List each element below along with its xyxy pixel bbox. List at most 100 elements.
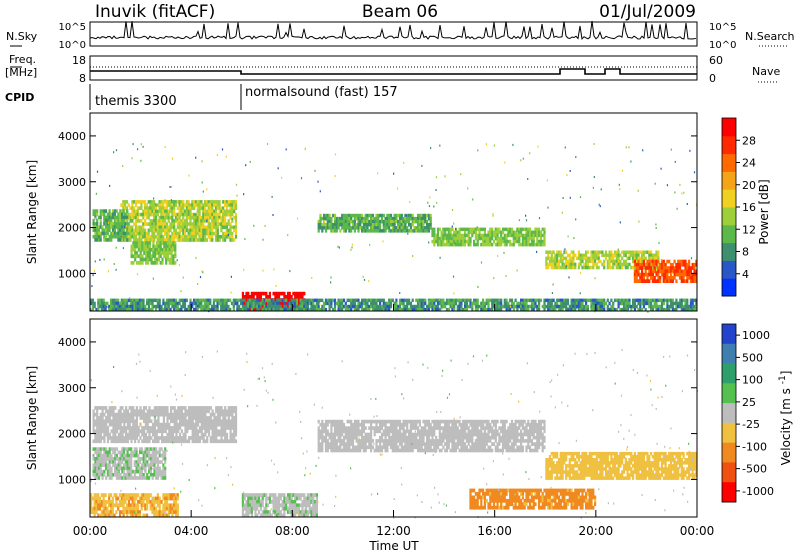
velocity-cell (150, 409, 153, 414)
power-scatter-cell (137, 238, 139, 241)
power-cell (162, 307, 165, 312)
power-cell (579, 298, 582, 303)
velocity-cell (157, 412, 160, 417)
velocity-cell (227, 412, 230, 417)
power-cell (592, 304, 595, 309)
power-scatter-cell (650, 308, 652, 311)
power-cell (265, 304, 268, 309)
power-cell (245, 304, 248, 309)
power-cell (140, 298, 143, 303)
power-cell (225, 304, 228, 309)
power-cell (184, 212, 187, 217)
power-cell (362, 216, 365, 221)
velocity-cell (341, 442, 344, 446)
power-cell (603, 262, 606, 267)
power-cell (491, 298, 494, 303)
power-cell (136, 219, 139, 223)
power-cell (214, 228, 218, 233)
power-cell (691, 304, 694, 309)
power-cell (131, 228, 134, 233)
power-cell (200, 222, 203, 226)
power-cell (135, 301, 138, 306)
power-cell (642, 279, 645, 283)
velocity-cell (96, 447, 99, 451)
velocity-cell (348, 445, 351, 450)
power-cell (216, 304, 219, 309)
velocity-cell (110, 457, 113, 461)
velocity-cell (137, 460, 140, 464)
power-cell (169, 235, 172, 239)
power-cell (222, 235, 225, 239)
power-cell (364, 226, 367, 230)
power-cell (94, 234, 97, 239)
velocity-cell (135, 416, 138, 420)
power-cell (100, 304, 103, 309)
velocity-cell (125, 429, 128, 434)
power-cell (530, 307, 533, 312)
power-cell (337, 301, 340, 306)
power-cell (671, 307, 674, 312)
power-cell (668, 304, 671, 309)
power-scatter-cell (96, 170, 99, 173)
power-cell (581, 259, 584, 264)
power-cell (371, 226, 374, 230)
velocity-cell (108, 450, 111, 455)
power-cell (563, 298, 566, 303)
velocity-cell (224, 432, 227, 437)
power-cell (695, 276, 698, 280)
power-cell (688, 307, 691, 312)
velocity-cell (133, 447, 136, 451)
velocity-cell (164, 426, 167, 430)
power-cell (162, 200, 165, 204)
power-cell (103, 234, 106, 239)
velocity-cell (144, 476, 147, 480)
power-cell (395, 229, 398, 233)
power-cell (122, 238, 125, 242)
power-cell (140, 235, 143, 239)
power-cell (233, 238, 236, 242)
power-cell (127, 228, 130, 233)
velocity-cell (160, 476, 163, 480)
velocity-cell (119, 450, 122, 455)
power-cell (449, 227, 452, 232)
velocity-cell (112, 422, 115, 427)
power-cell (635, 269, 638, 274)
power-scatter-cell (317, 180, 319, 183)
velocity-cell (348, 426, 351, 430)
velocity-cell (130, 476, 133, 480)
power-scatter-cell (453, 222, 455, 225)
power-cell (442, 298, 445, 303)
power-cell (178, 203, 181, 207)
power-cell (231, 200, 234, 204)
power-cell (389, 229, 393, 233)
power-cell (126, 304, 129, 309)
velocity-cell (335, 419, 338, 424)
power-cell (650, 269, 653, 274)
power-cell (398, 298, 402, 303)
power-cell (408, 307, 411, 312)
velocity-cell (141, 412, 144, 417)
velocity-cell (323, 423, 326, 427)
velocity-cell (142, 473, 145, 477)
power-cell (134, 244, 137, 249)
power-cell (131, 304, 134, 309)
power-cell (469, 301, 472, 306)
power-cell (529, 227, 532, 232)
power-cell (220, 219, 223, 223)
power-cell (212, 301, 215, 306)
power-cell (397, 226, 400, 230)
power-cell (103, 218, 106, 223)
power-cell (357, 304, 360, 309)
power-cell (234, 231, 238, 236)
power-cell (224, 235, 227, 239)
velocity-cell (153, 473, 156, 477)
power-cell (130, 261, 133, 265)
power-cell (359, 226, 362, 230)
velocity-cell (96, 469, 99, 474)
power-cell (393, 219, 396, 224)
power-cell (167, 235, 170, 239)
power-cell (547, 256, 550, 261)
power-cell (669, 266, 673, 270)
velocity-cell (140, 463, 143, 467)
power-cell (415, 226, 418, 230)
